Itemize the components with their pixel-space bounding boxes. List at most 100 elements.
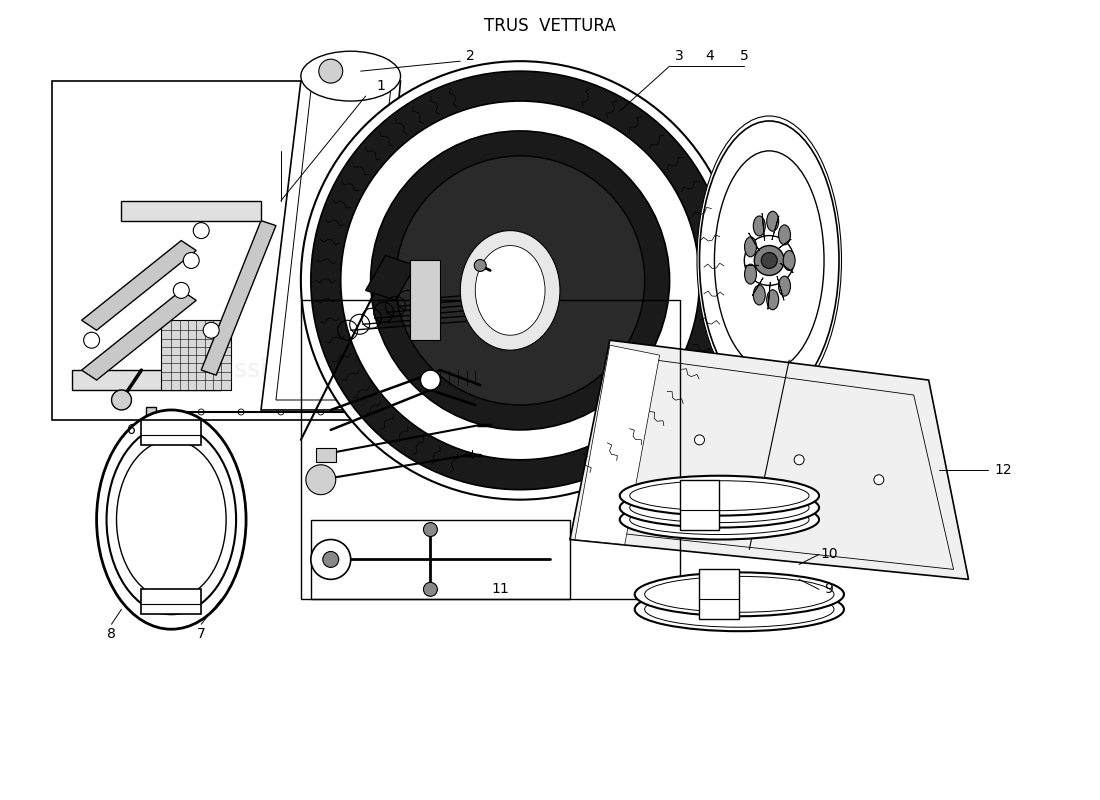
Circle shape [311, 539, 351, 579]
Ellipse shape [783, 250, 795, 270]
Ellipse shape [714, 151, 824, 370]
Polygon shape [777, 276, 784, 300]
Bar [680, 480, 719, 530]
Bar [311, 519, 570, 599]
Circle shape [745, 235, 794, 286]
Ellipse shape [754, 285, 766, 305]
Text: 1: 1 [376, 79, 385, 93]
Text: 4: 4 [705, 49, 714, 63]
Circle shape [424, 582, 438, 596]
Ellipse shape [460, 230, 560, 350]
Circle shape [873, 474, 883, 485]
Bar [142, 420, 201, 445]
Ellipse shape [301, 51, 400, 101]
Ellipse shape [629, 481, 810, 510]
Polygon shape [778, 239, 791, 249]
Text: 2: 2 [466, 49, 475, 63]
Circle shape [761, 253, 778, 269]
Circle shape [194, 222, 209, 238]
Circle shape [184, 253, 199, 269]
Ellipse shape [779, 276, 791, 296]
Polygon shape [780, 263, 793, 273]
Polygon shape [365, 255, 416, 300]
Polygon shape [162, 320, 231, 390]
Polygon shape [81, 241, 196, 330]
Circle shape [424, 522, 438, 537]
Ellipse shape [619, 488, 820, 527]
Ellipse shape [619, 476, 820, 515]
Text: TRUS  VETTURA: TRUS VETTURA [484, 18, 616, 35]
Ellipse shape [345, 404, 375, 420]
Ellipse shape [745, 237, 757, 257]
Text: 5: 5 [740, 49, 749, 63]
Text: 8: 8 [107, 627, 116, 641]
Ellipse shape [779, 225, 791, 245]
Polygon shape [261, 81, 400, 410]
Ellipse shape [635, 587, 844, 631]
Bar [700, 570, 739, 619]
Text: classicsparks: classicsparks [198, 358, 364, 382]
Ellipse shape [701, 123, 838, 398]
Ellipse shape [371, 131, 670, 430]
Polygon shape [81, 290, 196, 380]
Polygon shape [201, 221, 276, 375]
Bar [52, 81, 381, 420]
Circle shape [794, 455, 804, 465]
Ellipse shape [700, 121, 839, 400]
Circle shape [204, 322, 219, 338]
Ellipse shape [767, 290, 779, 310]
Text: 10: 10 [821, 547, 838, 562]
Polygon shape [749, 233, 759, 250]
Circle shape [306, 465, 336, 494]
Text: 11: 11 [492, 582, 509, 596]
Ellipse shape [311, 71, 729, 490]
Circle shape [319, 59, 343, 83]
Circle shape [755, 246, 784, 275]
Polygon shape [575, 345, 660, 545]
Ellipse shape [697, 116, 842, 405]
Bar [146, 407, 156, 417]
Bar [142, 590, 201, 614]
Text: 7: 7 [197, 627, 206, 641]
Text: 3: 3 [675, 49, 684, 63]
Ellipse shape [341, 101, 700, 460]
Circle shape [84, 332, 100, 348]
Ellipse shape [704, 131, 834, 390]
Ellipse shape [645, 591, 834, 627]
Ellipse shape [767, 211, 779, 231]
Ellipse shape [301, 61, 739, 500]
Ellipse shape [107, 425, 236, 614]
Circle shape [322, 551, 339, 567]
Circle shape [174, 282, 189, 298]
Ellipse shape [97, 410, 246, 630]
Polygon shape [772, 216, 779, 240]
Bar [121, 201, 261, 221]
Circle shape [420, 370, 440, 390]
Ellipse shape [708, 139, 830, 382]
Bar [72, 370, 221, 390]
Ellipse shape [629, 505, 810, 534]
Ellipse shape [712, 146, 826, 375]
Text: 9: 9 [825, 582, 834, 596]
Text: eurospares: eurospares [650, 358, 789, 382]
Ellipse shape [745, 264, 757, 284]
Ellipse shape [117, 440, 227, 599]
Ellipse shape [754, 216, 766, 236]
Polygon shape [762, 214, 764, 241]
Bar [316, 448, 336, 462]
Circle shape [474, 259, 486, 271]
Ellipse shape [645, 576, 834, 612]
Ellipse shape [629, 493, 810, 522]
Bar [410, 261, 440, 340]
Circle shape [694, 435, 704, 445]
Ellipse shape [619, 500, 820, 539]
Bar [301, 300, 680, 599]
Polygon shape [752, 278, 763, 296]
Polygon shape [570, 340, 968, 579]
Text: 6: 6 [126, 423, 136, 437]
Text: 12: 12 [994, 462, 1012, 477]
Ellipse shape [635, 572, 844, 616]
Circle shape [111, 390, 132, 410]
Ellipse shape [396, 156, 645, 405]
Ellipse shape [475, 246, 544, 335]
